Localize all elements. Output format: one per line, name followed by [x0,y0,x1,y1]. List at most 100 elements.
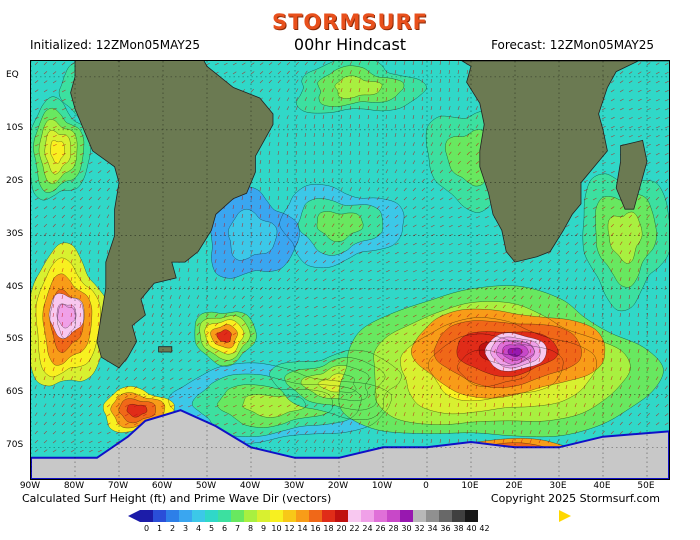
legend-label: 36 [440,524,451,533]
legend-swatch [452,510,465,522]
legend-swatch [218,510,231,522]
wave-contour [38,119,78,185]
wave-contour [478,340,535,366]
legend-swatch [439,510,452,522]
legend-label: 24 [362,524,373,533]
legend-label: 26 [375,524,386,533]
legend-label: 0 [143,524,150,533]
wave-contour [199,315,251,361]
madagascar [615,139,648,210]
legend-swatch [179,510,192,522]
legend-swatch [335,510,348,522]
wave-contour [33,107,85,193]
color-legend [140,510,491,522]
wave-contour [317,65,405,107]
longitude-label: 30W [283,481,305,491]
latitude-label: EQ [6,69,19,80]
wave-contour [607,211,643,264]
wave-contour [242,394,306,418]
legend-swatch [296,510,309,522]
legend-swatch [205,510,218,522]
legend-swatch [322,510,335,522]
legend-swatch [400,510,413,522]
legend-label: 38 [453,524,464,533]
longitude-label: 50E [637,481,655,491]
wave-band [316,211,364,242]
wave-contour [44,129,72,175]
map-title: 00hr Hindcast [293,35,407,54]
wave-band [56,303,77,329]
wave-contour [269,349,402,420]
legend-label: 28 [388,524,399,533]
legend-label: 34 [427,524,438,533]
wave-contour [456,331,559,377]
legend-label: 8 [247,524,254,533]
longitude-label: 20E [505,481,523,491]
africa [461,61,669,263]
latitude-label: 70S [6,440,24,451]
legend-label: 3 [182,524,189,533]
legend-label: 16 [310,524,321,533]
longitude-label: 80W [63,481,85,491]
wave-contour [490,336,541,369]
copyright: Copyright 2025 Stormsurf.com [490,492,660,505]
wave-band [216,329,232,343]
wave-contour [31,96,91,201]
legend-swatch [244,510,257,522]
map-caption: Calculated Surf Height (ft) and Prime Wa… [22,492,332,505]
longitude-label: 30E [549,481,567,491]
wave-contour [126,403,148,418]
wave-contour [191,373,362,437]
longitude-label: 40E [593,481,611,491]
legend-label: 40 [466,524,477,533]
wave-contour [496,340,535,365]
legend-swatch [231,510,244,522]
legend-swatch [166,510,179,522]
legend-label: 6 [221,524,228,533]
legend-swatch [465,510,478,522]
legend-swatch [140,510,153,522]
stormsurf-logo: STORMSURF [271,10,429,34]
longitude-label: 40W [239,481,261,491]
longitude-label: 10E [461,481,479,491]
wave-band [228,209,278,261]
legend-label: 1 [156,524,163,533]
legend-label: 42 [479,524,490,533]
legend-swatch [153,510,166,522]
legend-swatch [309,510,322,522]
wave-contour [31,242,110,387]
legend-swatch [413,510,426,522]
latitude-label: 30S [6,228,24,239]
legend-label: 5 [208,524,215,533]
falklands [158,346,173,353]
wave-contour [502,344,529,361]
legend-swatch [361,510,374,522]
legend-label: 12 [284,524,295,533]
legend-swatch [387,510,400,522]
wave-contour [118,398,156,424]
wave-contour [35,257,101,378]
legend-swatch [270,510,283,522]
legend-label: 7 [234,524,241,533]
wave-contour [228,208,278,261]
legend-swatch [478,510,491,522]
wave-band [507,347,523,357]
latitude-label: 40S [6,281,24,292]
legend-low-arrow-icon [128,510,140,522]
wave-contour [484,332,547,372]
wave-contour [457,349,531,387]
initialized-label: Initialized: 12ZMon05MAY25 [30,38,200,52]
forecast-label: Forecast: 12ZMon05MAY25 [491,38,654,52]
legend-high-arrow-icon [559,510,571,522]
wave-contour [210,324,238,349]
wave-contour [373,301,631,425]
wave-band [607,211,643,264]
wave-contour [204,319,245,355]
longitude-label: 70W [107,481,129,491]
wave-contour [56,303,77,329]
wave-contour [284,357,386,411]
lat-lon-grid [31,61,669,479]
wave-contour [48,293,85,340]
wave-contour [316,211,364,243]
legend-label: 4 [195,524,202,533]
